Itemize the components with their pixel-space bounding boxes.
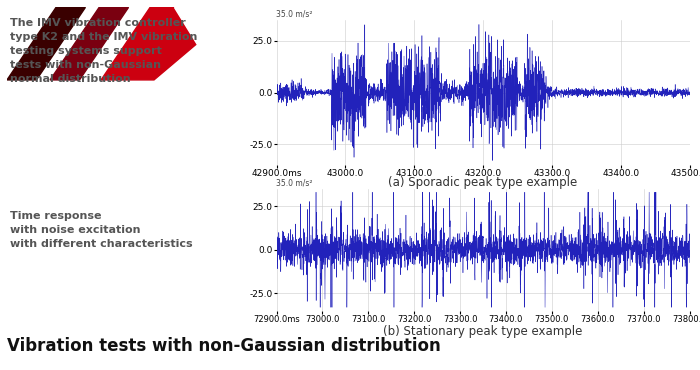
Text: Time response
with noise excitation
with different characteristics: Time response with noise excitation with… — [10, 211, 193, 249]
Text: The IMV vibration controller
type K2 and the IMV vibration
testing systems suppo: The IMV vibration controller type K2 and… — [10, 18, 198, 84]
Text: (a) Sporadic peak type example: (a) Sporadic peak type example — [389, 176, 578, 189]
Polygon shape — [50, 7, 129, 80]
Polygon shape — [101, 7, 203, 80]
Polygon shape — [174, 7, 203, 54]
Text: 35.0 m/s²: 35.0 m/s² — [276, 178, 313, 188]
Polygon shape — [7, 7, 85, 80]
Text: Vibration tests with non-Gaussian distribution: Vibration tests with non-Gaussian distri… — [7, 337, 441, 355]
Text: 35.0 m/s²: 35.0 m/s² — [276, 10, 313, 19]
Text: (b) Stationary peak type example: (b) Stationary peak type example — [384, 325, 582, 338]
